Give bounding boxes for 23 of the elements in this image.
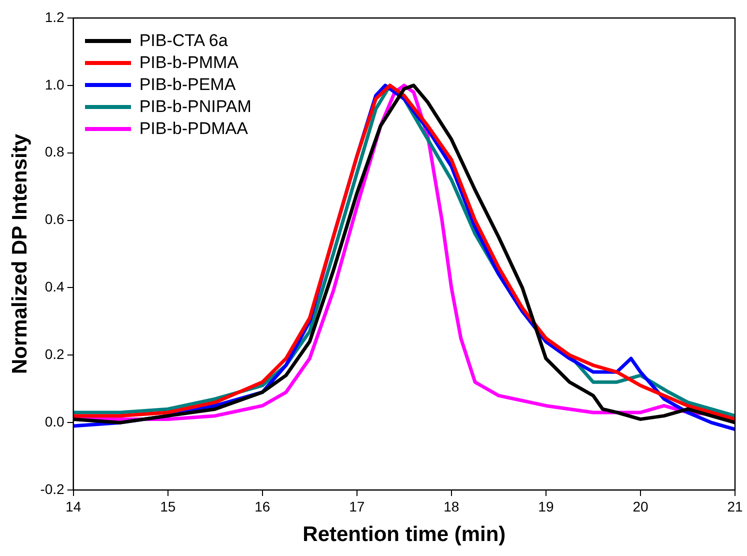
- y-tick-label: 0.8: [44, 144, 65, 160]
- legend-label: PIB-b-PNIPAM: [139, 96, 252, 118]
- y-axis-title: Normalized DP Intensity: [8, 134, 32, 374]
- legend-label: PIB-CTA 6a: [139, 30, 228, 52]
- legend-label: PIB-b-PDMAA: [139, 118, 248, 140]
- y-tick-label: 0.6: [44, 211, 65, 228]
- y-tick-label: 1.0: [44, 76, 65, 92]
- x-tick-label: 19: [538, 498, 554, 514]
- y-tick-label: 1.2: [44, 8, 65, 25]
- y-tick-label: 0.4: [44, 278, 65, 295]
- y-tick-label: -0.2: [40, 480, 65, 497]
- legend-label: PIB-b-PMMA: [139, 52, 238, 74]
- y-tick-label: 0.2: [44, 346, 65, 362]
- x-tick-label: 18: [444, 498, 460, 514]
- legend-label: PIB-b-PEMA: [139, 74, 236, 96]
- y-tick-label: 0.0: [44, 413, 65, 430]
- x-tick-label: 21: [727, 498, 743, 514]
- x-tick-label: 17: [349, 498, 365, 514]
- x-tick-label: 14: [66, 498, 82, 514]
- x-tick-label: 16: [254, 498, 270, 514]
- x-tick-label: 15: [160, 498, 176, 514]
- x-tick-label: 20: [632, 498, 648, 514]
- x-axis-title: Retention time (min): [302, 523, 506, 546]
